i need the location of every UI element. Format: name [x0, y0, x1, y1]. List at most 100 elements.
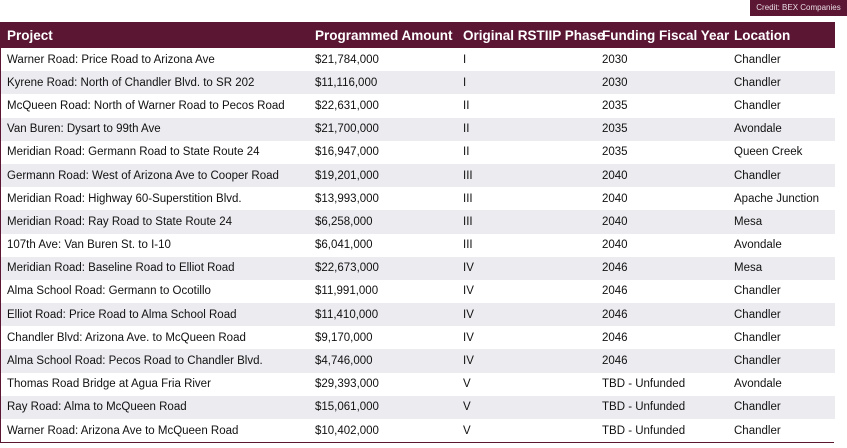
table-row: Alma School Road: Pecos Road to Chandler…	[1, 349, 835, 373]
programmed-amount-cell: $21,784,000	[309, 48, 457, 72]
rstiip-phase-cell: II	[457, 117, 596, 141]
project-cell: 107th Ave: Van Buren St. to I-10	[1, 233, 309, 257]
location-cell: Chandler	[728, 94, 835, 118]
location-cell: Chandler	[728, 395, 835, 419]
table-row: Thomas Road Bridge at Agua Fria River $29…	[1, 372, 835, 396]
funding-year-cell: 2046	[596, 326, 728, 350]
programmed-amount-cell: $11,991,000	[309, 279, 457, 304]
project-cell: Elliot Road: Price Road to Alma School R…	[1, 303, 309, 327]
funding-year-cell: 2035	[596, 140, 728, 164]
project-cell: Thomas Road Bridge at Agua Fria River	[1, 372, 309, 396]
rstiip-phase-cell: IV	[457, 349, 596, 373]
project-cell: Alma School Road: Germann to Ocotillo	[1, 279, 309, 304]
rstiip-phase-cell: V	[457, 419, 596, 443]
location-cell: Chandler	[728, 71, 835, 95]
programmed-amount-cell: $11,410,000	[309, 303, 457, 327]
location-cell: Chandler	[728, 303, 835, 327]
project-cell: Meridian Road: Baseline Road to Elliot R…	[1, 256, 309, 280]
rstiip-phase-cell: V	[457, 372, 596, 396]
programmed-amount-cell: $22,631,000	[309, 94, 457, 118]
funding-year-cell: 2030	[596, 71, 728, 95]
programmed-amount-cell: $21,700,000	[309, 117, 457, 141]
location-cell: Chandler	[728, 326, 835, 350]
table-row: Meridian Road: Baseline Road to Elliot R…	[1, 256, 835, 280]
location-cell: Chandler	[728, 419, 835, 443]
rstiip-phase-cell: IV	[457, 279, 596, 304]
location-cell: Avondale	[728, 372, 835, 396]
funding-year-cell: 2040	[596, 233, 728, 257]
project-cell: Alma School Road: Pecos Road to Chandler…	[1, 349, 309, 373]
programmed-amount-cell: $4,746,000	[309, 349, 457, 373]
project-cell: Ray Road: Alma to McQueen Road	[1, 395, 309, 419]
header-row: Project Programmed Amount Original RSTII…	[1, 22, 835, 48]
rstiip-phase-cell: I	[457, 48, 596, 72]
funding-year-cell: TBD - Unfunded	[596, 372, 728, 396]
programmed-amount-cell: $22,673,000	[309, 256, 457, 280]
table-row: Elliot Road: Price Road to Alma School R…	[1, 303, 835, 327]
column-header-rstiip-phase: Original RSTIIP Phase	[457, 22, 605, 48]
funding-year-cell: 2046	[596, 256, 728, 280]
column-header-programmed-amount: Programmed Amount	[309, 22, 457, 48]
table-row: Meridian Road: Germann Road to State Rou…	[1, 140, 835, 164]
funding-year-cell: 2030	[596, 48, 728, 72]
location-cell: Chandler	[728, 349, 835, 373]
table-row: Ray Road: Alma to McQueen Road $15,061,00…	[1, 395, 835, 419]
project-cell: Van Buren: Dysart to 99th Ave	[1, 117, 309, 141]
table-header: Project Programmed Amount Original RSTII…	[1, 22, 835, 48]
table-row: Van Buren: Dysart to 99th Ave $21,700,000…	[1, 117, 835, 141]
column-header-funding-year: Funding Fiscal Year	[596, 22, 729, 48]
rstiip-phase-cell: III	[457, 187, 596, 211]
programmed-amount-cell: $6,041,000	[309, 233, 457, 257]
rstiip-phase-cell: III	[457, 210, 596, 234]
project-cell: Meridian Road: Germann Road to State Rou…	[1, 140, 309, 164]
location-cell: Apache Junction	[728, 187, 835, 211]
location-cell: Chandler	[728, 163, 835, 188]
project-cell: Warner Road: Price Road to Arizona Ave	[1, 48, 309, 72]
projects-table-container: Project Programmed Amount Original RSTII…	[0, 22, 835, 444]
funding-year-cell: TBD - Unfunded	[596, 395, 728, 419]
column-header-location: Location	[728, 22, 835, 48]
project-cell: Meridian Road: Ray Road to State Route 2…	[1, 210, 309, 234]
funding-year-cell: 2035	[596, 94, 728, 118]
programmed-amount-cell: $19,201,000	[309, 163, 457, 188]
table-row: Germann Road: West of Arizona Ave to Coo…	[1, 163, 835, 188]
photo-credit: Credit: BEX Companies	[750, 0, 847, 16]
programmed-amount-cell: $6,258,000	[309, 210, 457, 234]
table-body: Warner Road: Price Road to Arizona Ave $2…	[1, 48, 835, 443]
programmed-amount-cell: $11,116,000	[309, 71, 457, 95]
location-cell: Mesa	[728, 256, 835, 280]
table-row: Meridian Road: Highway 60-Superstition B…	[1, 187, 835, 211]
table-row: McQueen Road: North of Warner Road to Pe…	[1, 94, 835, 118]
project-cell: Meridian Road: Highway 60-Superstition B…	[1, 187, 309, 211]
rstiip-phase-cell: IV	[457, 256, 596, 280]
project-cell: McQueen Road: North of Warner Road to Pe…	[1, 94, 309, 118]
project-cell: Germann Road: West of Arizona Ave to Coo…	[1, 163, 309, 188]
programmed-amount-cell: $13,993,000	[309, 187, 457, 211]
funding-year-cell: 2040	[596, 163, 728, 188]
table-row: Meridian Road: Ray Road to State Route 2…	[1, 210, 835, 234]
project-cell: Kyrene Road: North of Chandler Blvd. to …	[1, 71, 309, 95]
programmed-amount-cell: $10,402,000	[309, 419, 457, 443]
project-cell: Chandler Blvd: Arizona Ave. to McQueen R…	[1, 326, 309, 350]
table-row: 107th Ave: Van Buren St. to I-10 $6,041,0…	[1, 233, 835, 257]
rstiip-phase-cell: IV	[457, 303, 596, 327]
location-cell: Chandler	[728, 279, 835, 304]
funding-year-cell: 2040	[596, 210, 728, 234]
location-cell: Avondale	[728, 233, 835, 257]
programmed-amount-cell: $16,947,000	[309, 140, 457, 164]
funding-year-cell: 2035	[596, 117, 728, 141]
rstiip-phase-cell: IV	[457, 326, 596, 350]
table-row: Warner Road: Arizona Ave to McQueen Road…	[1, 419, 835, 443]
funding-year-cell: 2040	[596, 187, 728, 211]
project-cell: Warner Road: Arizona Ave to McQueen Road	[1, 419, 309, 443]
table-row: Alma School Road: Germann to Ocotillo $11…	[1, 279, 835, 304]
location-cell: Chandler	[728, 48, 835, 72]
location-cell: Mesa	[728, 210, 835, 234]
funding-year-cell: 2046	[596, 303, 728, 327]
table-row: Warner Road: Price Road to Arizona Ave $2…	[1, 48, 835, 72]
rstiip-phase-cell: II	[457, 140, 596, 164]
programmed-amount-cell: $9,170,000	[309, 326, 457, 350]
programmed-amount-cell: $29,393,000	[309, 372, 457, 396]
programmed-amount-cell: $15,061,000	[309, 395, 457, 419]
rstiip-phase-cell: I	[457, 71, 596, 95]
